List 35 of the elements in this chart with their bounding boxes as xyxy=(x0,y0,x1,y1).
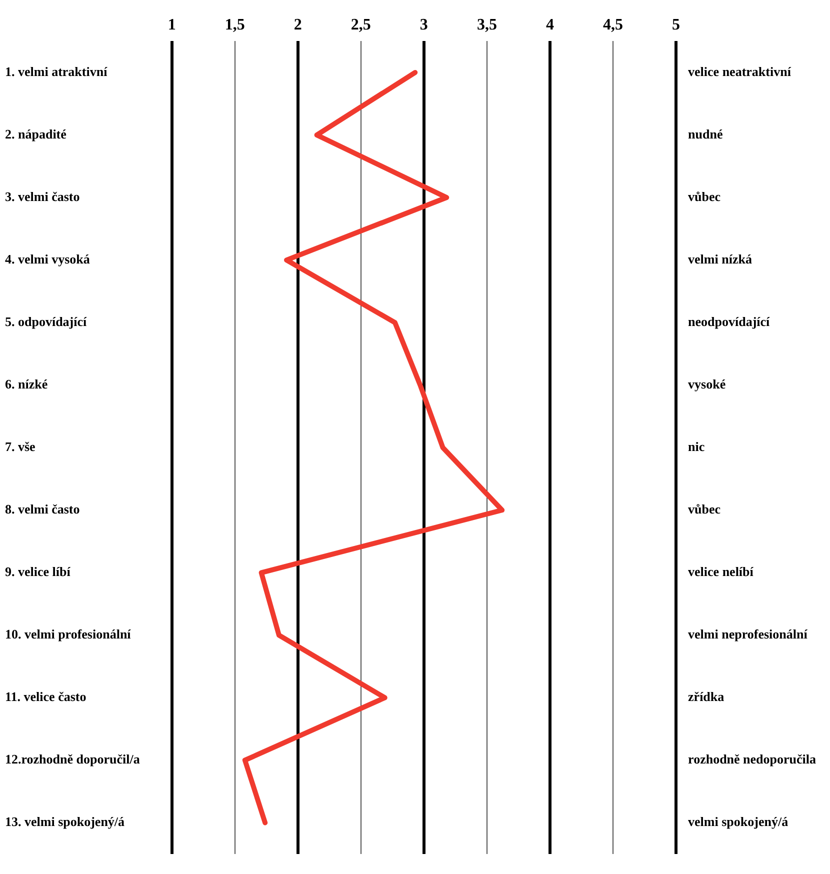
x-tick-label: 1,5 xyxy=(224,16,245,34)
y2-tick-label: vůbec xyxy=(688,188,721,204)
y-tick-label: 3. velmi často xyxy=(5,188,80,204)
y2-tick-label: velmi spokojený/á xyxy=(688,814,789,830)
y2-tick-label: nic xyxy=(688,438,705,454)
y-tick-label: 12.rozhodně doporučil/a xyxy=(5,752,140,767)
y-tick-label: 11. velice často xyxy=(5,689,86,704)
y-tick-label: 10. velmi profesionální xyxy=(5,626,132,642)
y-tick-label: 2. nápadité xyxy=(5,126,67,142)
y-tick-label: 6. nízké xyxy=(5,376,48,392)
x-tick-label: 4 xyxy=(546,16,554,34)
y2-tick-label: velice nelíbí xyxy=(688,564,754,580)
y2-tick-label: rozhodně nedoporučila xyxy=(688,752,816,767)
y-tick-label: 7. vše xyxy=(5,438,36,454)
y2-tick-label: velmi neprofesionální xyxy=(688,626,808,642)
x-tick-label: 2,5 xyxy=(350,16,371,34)
y-tick-label: 4. velmi vysoká xyxy=(5,251,90,266)
y-tick-label: 13. velmi spokojený/á xyxy=(5,814,126,830)
y2-tick-label: neodpovídající xyxy=(688,314,770,329)
x-tick-label: 4,5 xyxy=(603,16,624,34)
y-tick-label: 5. odpovídající xyxy=(5,314,88,329)
x-tick-label: 2 xyxy=(294,16,302,34)
x-tick-label: 5 xyxy=(672,16,680,34)
y2-tick-label: vysoké xyxy=(688,376,726,392)
x-tick-label: 1 xyxy=(168,16,176,34)
y2-tick-label: nudné xyxy=(688,126,723,142)
y2-tick-label: zřídka xyxy=(688,689,725,704)
x-tick-label: 3 xyxy=(420,16,428,34)
y2-tick-label: velmi nízká xyxy=(688,251,752,266)
y-tick-label: 9. velice líbí xyxy=(5,564,71,580)
y2-tick-label: vůbec xyxy=(688,501,721,516)
x-tick-label: 3,5 xyxy=(476,16,497,34)
y2-tick-label: velice neatraktivní xyxy=(688,64,792,79)
y-tick-label: 8. velmi často xyxy=(5,501,80,516)
y-tick-label: 1. velmi atraktivní xyxy=(5,64,108,79)
